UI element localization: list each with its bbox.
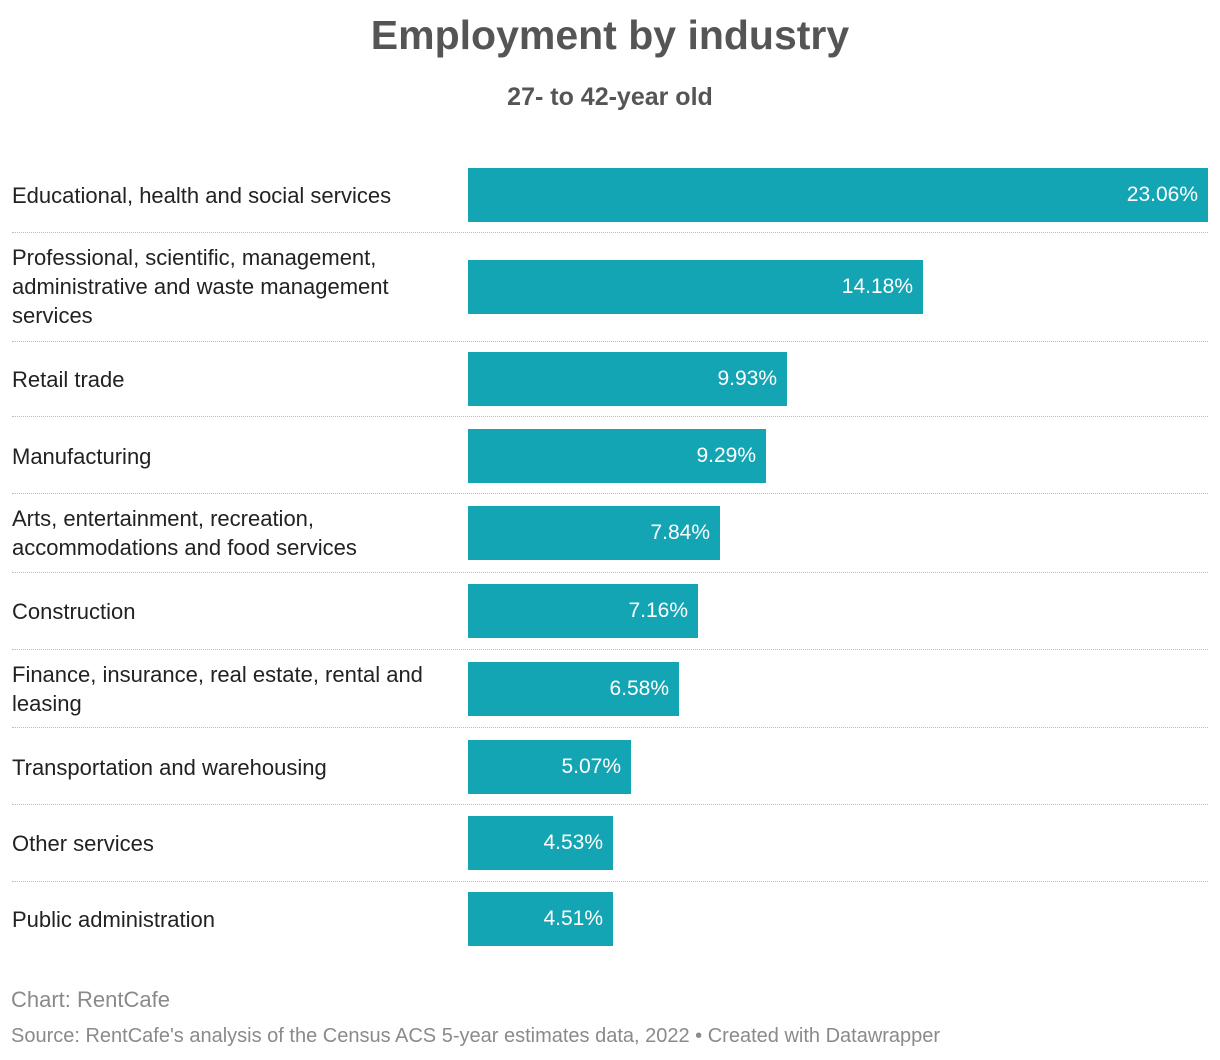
row-divider [12, 881, 1208, 882]
category-label: Other services [12, 830, 154, 856]
category-label: Arts, entertainment, recreation, accommo… [12, 506, 357, 560]
bar: 5.07% [468, 740, 631, 794]
category-label: Educational, health and social services [12, 182, 392, 208]
category-label: Construction [12, 598, 136, 624]
bar: 7.84% [468, 506, 720, 560]
category-label: Public administration [12, 906, 215, 932]
category-label: Professional, scientific, management, ad… [12, 245, 389, 328]
row-divider [12, 416, 1208, 417]
bar: 7.16% [468, 584, 698, 638]
row-divider [12, 727, 1208, 728]
chart-title: Employment by industry [370, 12, 850, 58]
bar-value-label: 23.06% [1126, 183, 1198, 206]
bar: 23.06% [468, 168, 1208, 222]
row-divider [12, 341, 1208, 342]
bar: 9.29% [468, 429, 766, 483]
row-divider [12, 804, 1208, 805]
bar-value-label: 9.29% [696, 444, 756, 467]
bar-value-label: 5.07% [561, 755, 621, 778]
row-divider [12, 649, 1208, 650]
bar: 4.53% [468, 816, 613, 870]
bar-value-label: 6.58% [609, 677, 669, 700]
chart-subtitle: 27- to 42-year old [507, 83, 713, 111]
bar-value-label: 7.84% [650, 521, 710, 544]
bar-value-label: 14.18% [841, 275, 913, 298]
source-note: Source: RentCafe's analysis of the Censu… [11, 1025, 941, 1047]
bar: 4.51% [468, 892, 613, 946]
bar: 6.58% [468, 662, 679, 716]
category-label: Manufacturing [12, 443, 152, 469]
row-divider [12, 572, 1208, 573]
bar-value-label: 4.51% [543, 907, 603, 930]
bar: 14.18% [468, 260, 923, 314]
chart-credit: Chart: RentCafe [11, 987, 170, 1012]
category-label: Finance, insurance, real estate, rental … [12, 662, 423, 716]
category-label: Retail trade [12, 366, 125, 392]
bar-value-label: 7.16% [628, 599, 688, 622]
category-label: Transportation and warehousing [12, 754, 327, 780]
row-divider [12, 232, 1208, 233]
bar-value-label: 9.93% [717, 367, 777, 390]
bar: 9.93% [468, 352, 787, 406]
row-divider [12, 493, 1208, 494]
bar-value-label: 4.53% [543, 831, 603, 854]
